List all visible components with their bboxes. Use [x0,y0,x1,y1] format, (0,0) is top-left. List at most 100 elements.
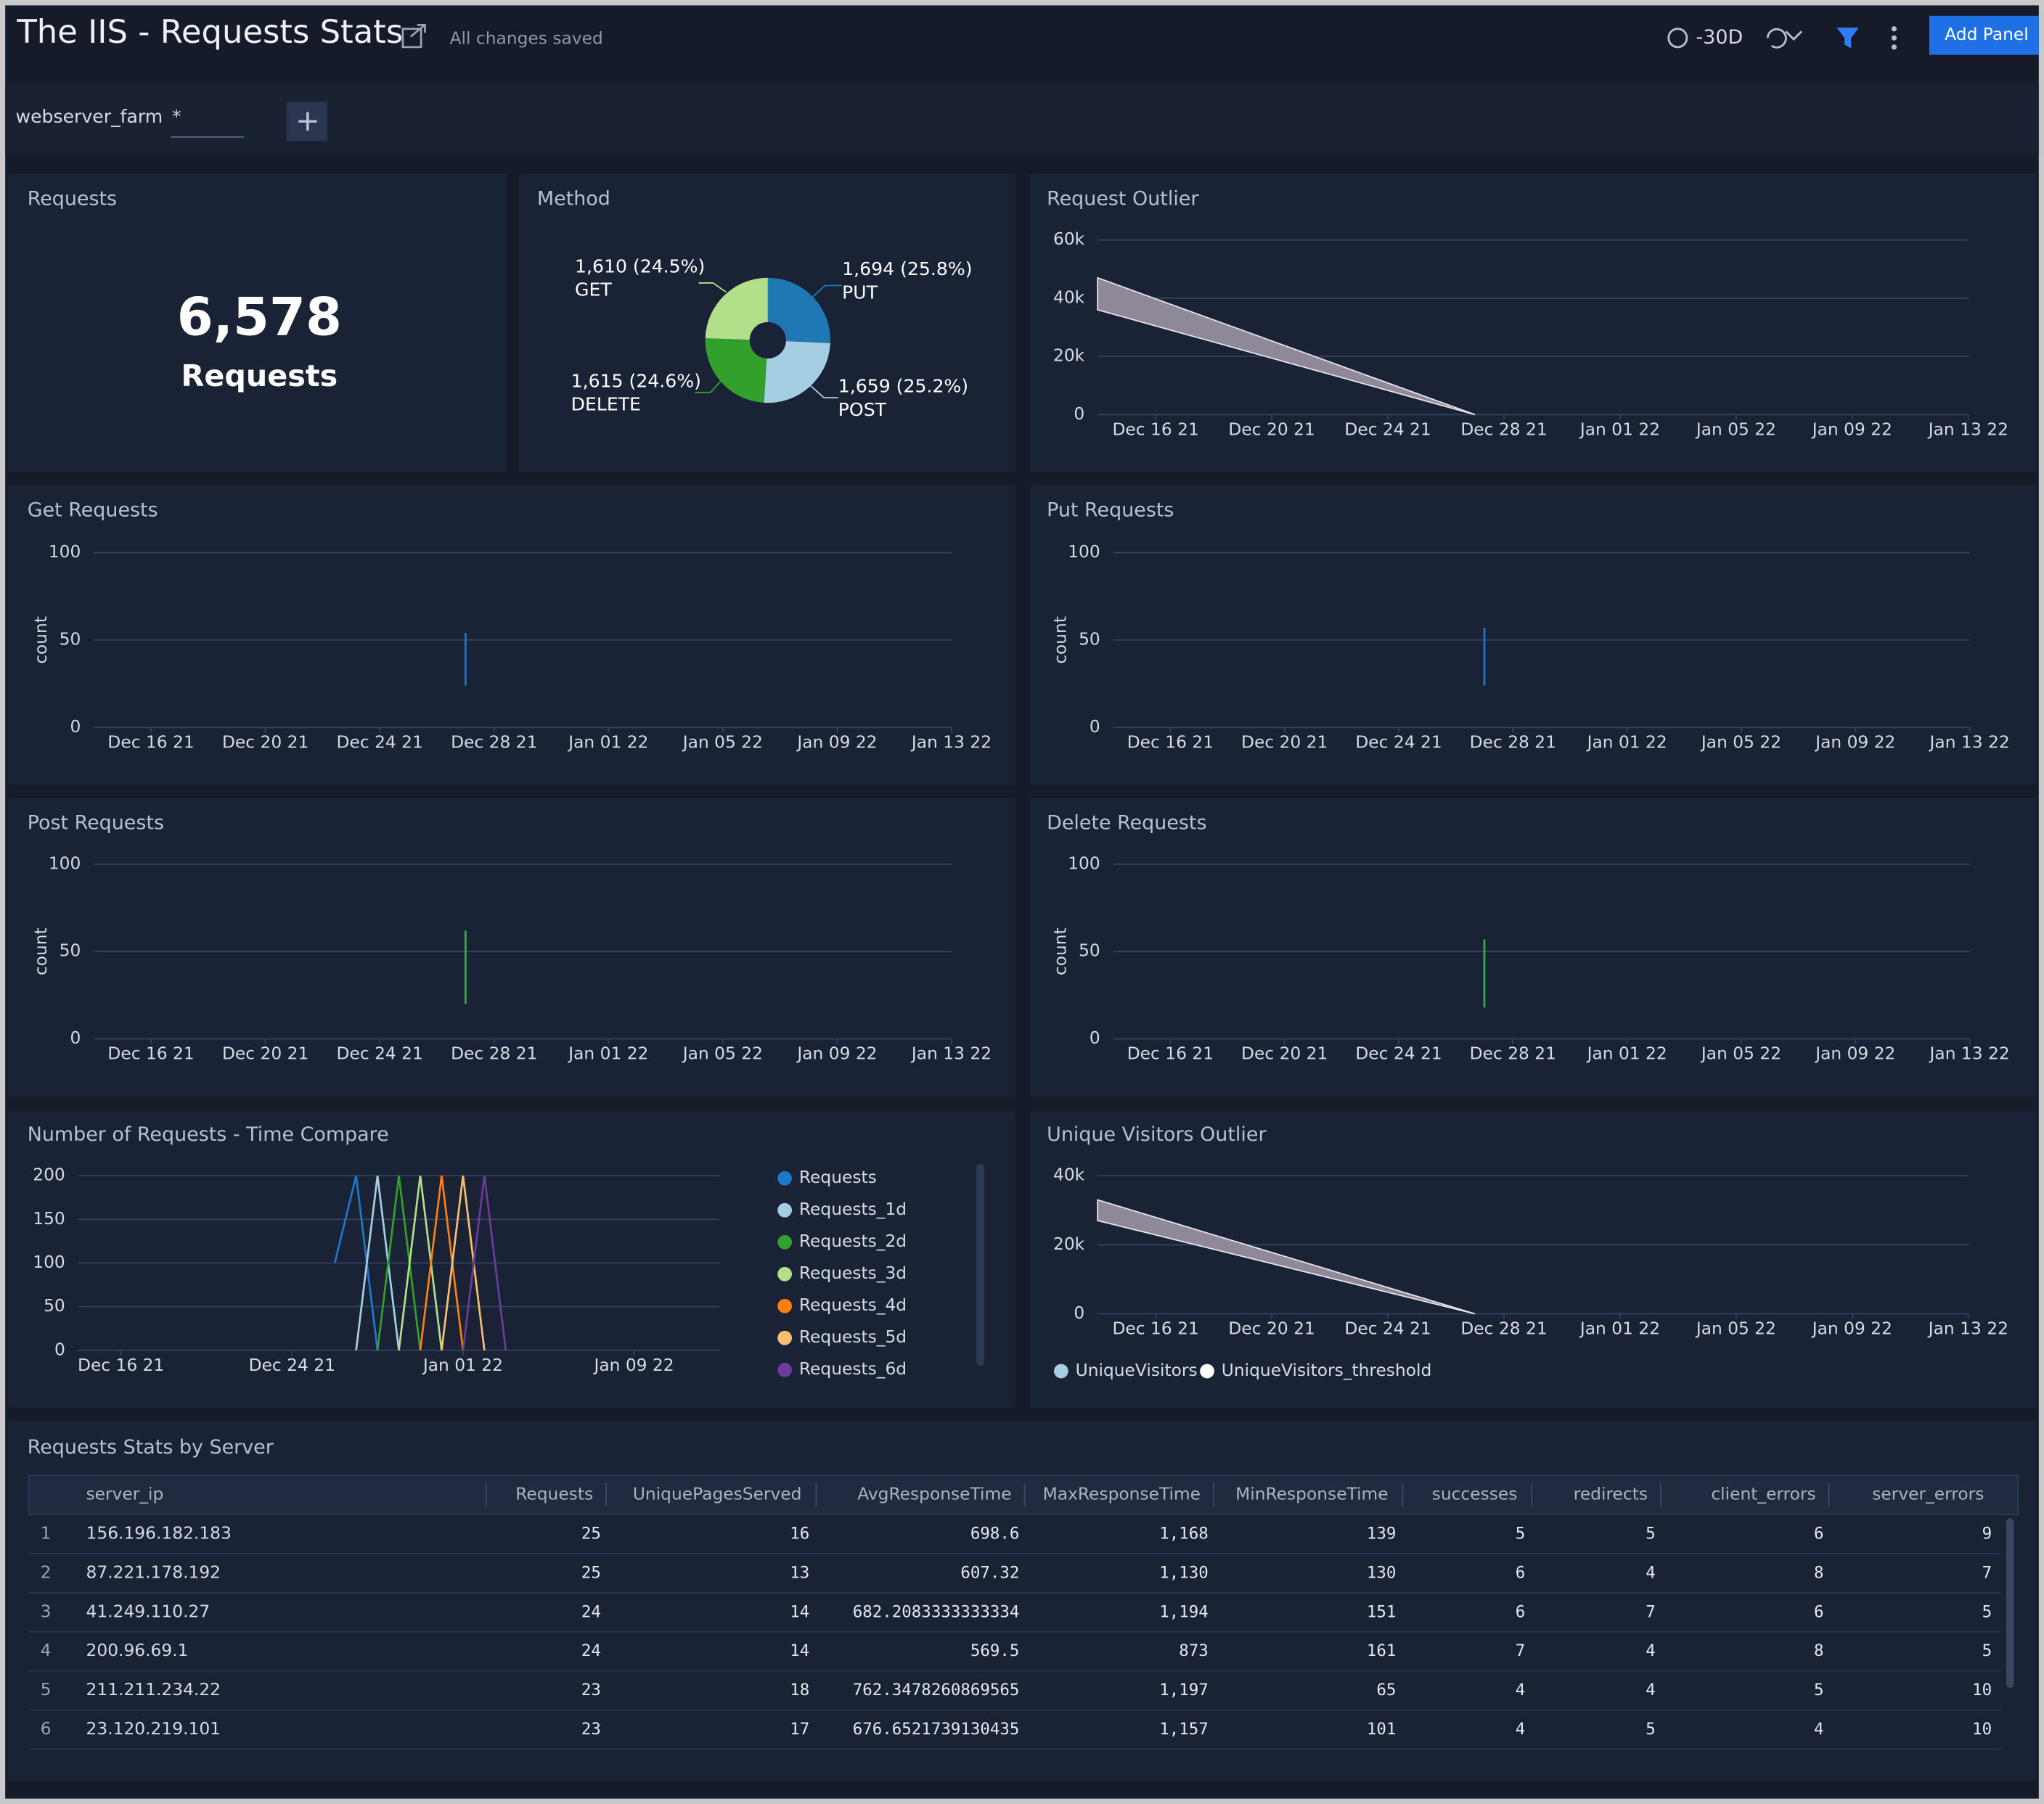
legend-marker [1054,1364,1068,1379]
legend-marker [777,1362,793,1377]
x-tick-label: Jan 09 22 [796,1044,877,1064]
add-panel-button[interactable] [1929,15,2039,55]
cell: 130 [1367,1563,1397,1582]
y-tick-label: 50 [60,940,81,961]
filter-name: webserver_farm [16,106,163,127]
menu-icon[interactable] [1891,26,1897,50]
refresh-icon[interactable] [1766,28,1802,49]
cell: 607.32 [960,1563,1019,1582]
x-tick-label: Dec 20 21 [1241,731,1328,752]
y-axis-label: count [1050,616,1070,664]
legend-label: Requests_1d [799,1199,907,1219]
x-tick-label: Dec 24 21 [337,1044,423,1064]
cell: 6 [1516,1563,1526,1582]
cell: 24 [581,1602,601,1621]
cell: 10 [1972,1720,1992,1739]
x-tick-label: Jan 09 22 [592,1355,674,1375]
y-axis-label: count [30,927,51,975]
cell: 5 [1646,1525,1656,1543]
share-icon[interactable] [401,24,426,49]
x-tick-label: Jan 13 22 [1929,731,2010,752]
dashboard-title: The IIS - Requests Stats [16,12,403,51]
x-tick-label: Jan 01 22 [567,1044,648,1064]
panel [7,798,1016,1098]
row-number: 6 [41,1718,52,1739]
x-tick-label: Jan 05 22 [1700,1044,1781,1064]
filter-icon[interactable] [1836,27,1859,49]
table-scrollbar[interactable] [2006,1518,2014,1688]
x-tick-label: Dec 24 21 [1344,419,1431,439]
x-tick-label: Jan 09 22 [1811,1319,1892,1339]
cell: 6 [1516,1602,1526,1621]
big-number-unit: Requests [181,358,338,393]
y-tick-label: 100 [1068,541,1100,562]
legend-marker [777,1170,793,1186]
y-tick-label: 50 [60,629,81,649]
x-tick-label: Jan 09 22 [796,731,877,752]
cell: 156.196.182.183 [86,1523,232,1543]
column-header: MinResponseTime [1235,1484,1389,1504]
plus-icon[interactable] [298,112,317,131]
time-range[interactable]: -30D [1696,26,1743,49]
y-tick-label: 60k [1053,229,1085,249]
filter-value[interactable]: * [172,106,181,127]
y-tick-label: 20k [1053,345,1085,366]
cell: 161 [1367,1641,1397,1660]
line-series [462,1175,507,1350]
leader-line [812,284,843,298]
panel [1029,798,2037,1098]
y-tick-label: 40k [1053,1165,1085,1185]
cell: 7 [1516,1641,1526,1660]
filter-bar [5,83,2039,155]
legend-label: Requests [799,1167,877,1187]
x-tick-label: Dec 20 21 [1228,1319,1315,1339]
legend-label: Requests_2d [799,1231,907,1251]
x-tick-label: Jan 01 22 [1579,1319,1660,1339]
cell: 4 [1646,1641,1656,1660]
x-tick-label: Jan 13 22 [1927,419,2008,439]
cell: 5 [1982,1602,1992,1621]
line-series [355,1175,400,1350]
y-tick-label: 100 [49,541,81,562]
y-tick-label: 20k [1053,1234,1085,1254]
panel [518,173,1016,472]
scrollbar[interactable] [976,1163,984,1366]
leader-line [695,377,724,393]
x-tick-label: Jan 01 22 [1586,1044,1667,1064]
x-tick-label: Jan 01 22 [1586,731,1667,752]
panels [7,173,2037,1781]
x-tick-label: Jan 13 22 [1929,1044,2010,1064]
column-header: redirects [1574,1484,1648,1504]
row-number: 3 [41,1601,52,1621]
panel [7,1420,2037,1781]
cell: 1,130 [1159,1563,1209,1582]
clock-icon[interactable] [1667,28,1688,49]
cell: 65 [1376,1681,1396,1700]
legend-marker [777,1234,793,1250]
panel-title: Method [537,188,610,210]
pie-category-label: DELETE [571,394,641,415]
x-tick-label: Jan 05 22 [1700,731,1781,752]
panel-title: Post Requests [28,812,164,835]
x-tick-label: Dec 24 21 [337,731,423,752]
add-panel-label[interactable]: Add Panel [1945,24,2029,44]
cell: 5 [1982,1641,1992,1660]
panel-title: Number of Requests - Time Compare [28,1123,389,1146]
x-tick-label: Dec 28 21 [1470,1044,1556,1064]
row-number: 1 [41,1523,52,1543]
line-series [419,1175,465,1350]
y-tick-label: 0 [1074,1303,1084,1323]
cell: 23.120.219.101 [86,1718,221,1739]
x-tick-label: Jan 13 22 [910,731,992,752]
x-tick-label: Dec 16 21 [107,1044,194,1064]
legend-marker [777,1202,793,1218]
panel-title: Put Requests [1047,499,1174,522]
cell: 10 [1972,1681,1992,1700]
x-tick-label: Jan 05 22 [1695,419,1776,439]
cell: 14 [790,1602,809,1621]
y-tick-label: 100 [1068,853,1100,873]
cell: 4 [1646,1681,1656,1700]
x-tick-label: Jan 13 22 [1927,1319,2008,1339]
cell: 24 [581,1641,601,1660]
